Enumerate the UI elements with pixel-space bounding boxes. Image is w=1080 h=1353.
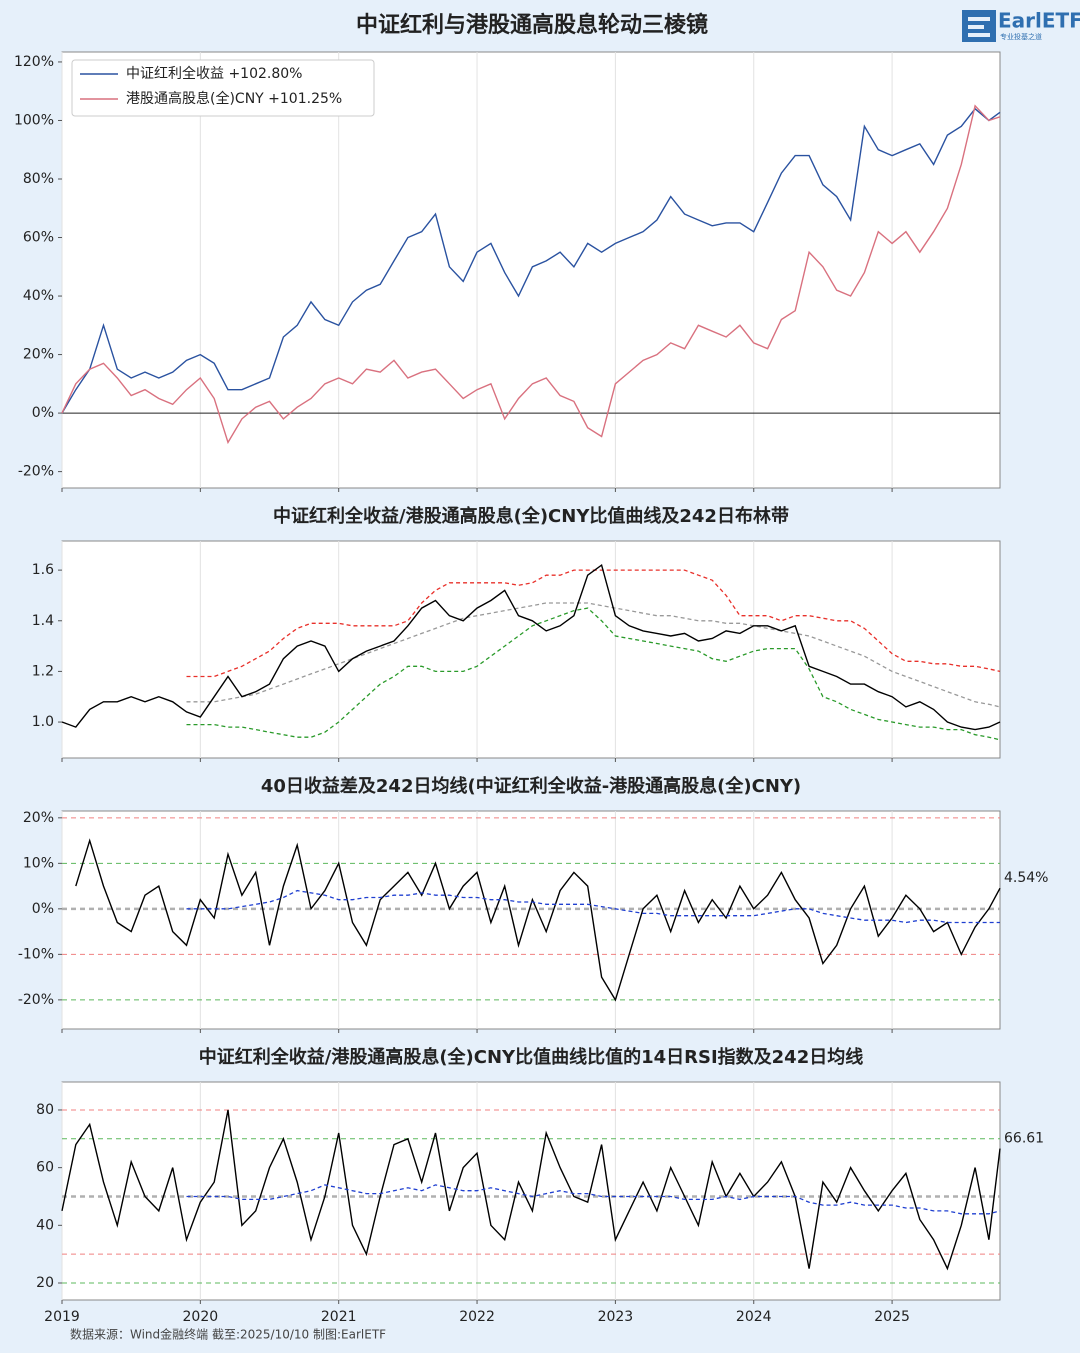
x-tick-label: 2024: [736, 1309, 772, 1325]
logo-icon-bar: [968, 33, 990, 37]
series-line: [61, 107, 1001, 414]
legend: 中证红利全收益 +102.80% 港股通高股息(全)CNY +101.25%: [71, 59, 375, 117]
panel-title: 中证红利全收益/港股通高股息(全)CNY比值曲线比值的14日RSI指数及242日…: [199, 1046, 863, 1068]
panel-title: 40日收益差及242日均线(中证红利全收益-港股通高股息(全)CNY): [261, 775, 801, 797]
source-note: 数据来源：Wind金融终端 截至:2025/10/10 制图:EarlETF: [70, 1327, 386, 1342]
y-tick-label: 120%: [14, 54, 54, 70]
x-tick-label: 2022: [459, 1309, 495, 1325]
y-tick-label: 0%: [32, 901, 54, 917]
x-tick-label: 2023: [598, 1309, 634, 1325]
series-line: [186, 889, 1000, 924]
logo: EarlETF 专业投基之道: [962, 9, 1080, 42]
plot-area: [61, 540, 1001, 759]
y-tick-label: 20%: [23, 810, 54, 826]
x-tick-label: 2021: [321, 1309, 357, 1325]
x-tick-label: 2025: [874, 1309, 910, 1325]
y-tick-label: 100%: [14, 112, 54, 128]
y-tick-label: 40%: [23, 288, 54, 304]
logo-icon-bar: [968, 17, 990, 21]
logo-icon-bar: [968, 25, 984, 29]
y-tick-label: -20%: [18, 992, 54, 1008]
series-line: [61, 1109, 1001, 1271]
panel-title: 中证红利全收益/港股通高股息(全)CNY比值曲线及242日布林带: [273, 505, 789, 527]
series-line: [186, 607, 1001, 741]
y-tick-label: 1.0: [32, 714, 54, 730]
y-tick-label: 40: [36, 1217, 54, 1233]
series-line: [186, 1184, 1001, 1215]
y-tick-label: 60%: [23, 230, 54, 246]
plot-area: [61, 1081, 1001, 1301]
y-tick-label: 0%: [32, 405, 54, 421]
x-tick-label: 2020: [183, 1309, 219, 1325]
y-tick-label: 80: [36, 1102, 54, 1118]
y-tick-label: 20%: [23, 347, 54, 363]
y-tick-label: 1.2: [32, 663, 54, 679]
legend-label: 港股通高股息(全)CNY +101.25%: [126, 90, 342, 107]
series-line: [186, 602, 1001, 708]
legend-label: 中证红利全收益 +102.80%: [126, 65, 302, 82]
end-label: 66.61: [1004, 1131, 1044, 1147]
y-tick-label: 20: [36, 1275, 54, 1291]
series-line: [61, 563, 1001, 731]
y-tick-label: -10%: [18, 946, 54, 962]
logo-text: EarlETF: [998, 9, 1080, 33]
y-tick-label: 1.6: [32, 562, 54, 578]
legend-box: [71, 59, 375, 117]
y-tick-label: 10%: [23, 855, 54, 871]
series-line: [75, 838, 1001, 1002]
y-tick-label: 80%: [23, 171, 54, 187]
plot-area: [61, 810, 1001, 1030]
y-tick-label: 60: [36, 1160, 54, 1176]
series-line: [61, 104, 1001, 445]
y-tick-label: -20%: [18, 464, 54, 480]
end-label: 4.54%: [1004, 870, 1048, 886]
y-tick-label: 1.4: [32, 613, 54, 629]
page-title: 中证红利与港股通高股息轮动三棱镜: [356, 12, 708, 38]
logo-tagline: 专业投基之道: [1000, 32, 1042, 41]
x-tick-label: 2019: [44, 1309, 80, 1325]
